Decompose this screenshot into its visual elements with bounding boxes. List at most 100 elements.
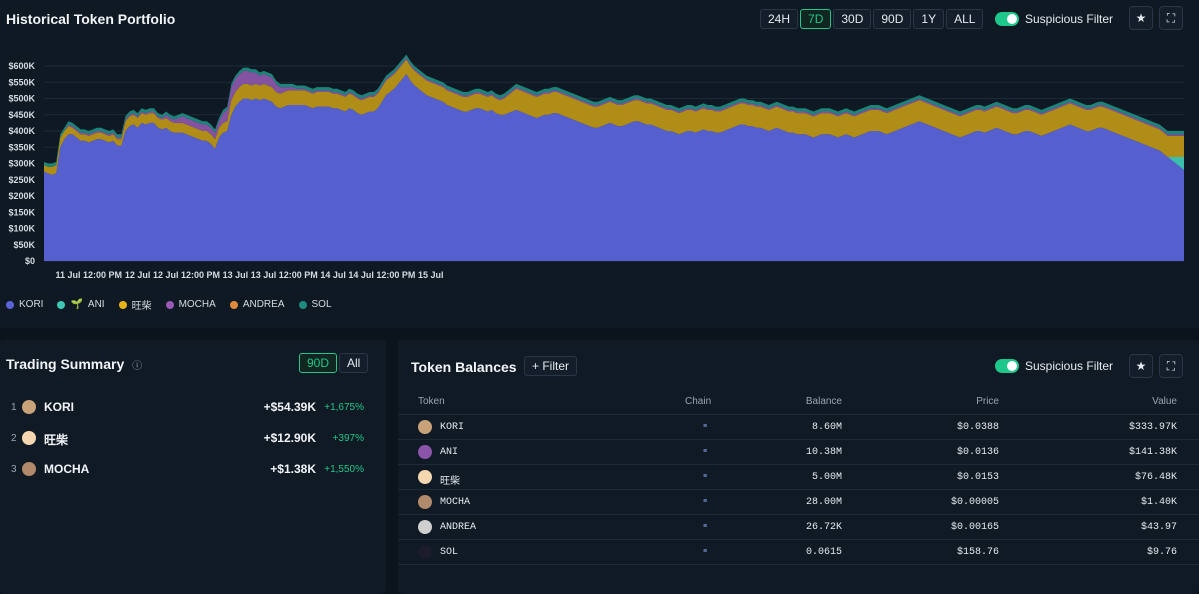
trading-summary-title-text: Trading Summary (6, 356, 125, 372)
range-90d-button[interactable]: 90D (873, 9, 912, 29)
token-name: SOL (440, 547, 459, 558)
solana-chain-icon: ≡ (703, 473, 708, 481)
range-all-button[interactable]: ALL (946, 9, 984, 29)
star-icon[interactable]: ★ (1129, 6, 1153, 30)
table-row[interactable]: ANDREA ≡ 26.72K $0.00165 $43.97 (398, 514, 1199, 539)
col-chain[interactable]: Chain (685, 396, 712, 407)
table-row[interactable]: MOCHA ≡ 28.00M $0.00005 $1.40K (398, 489, 1199, 514)
range-24h-button[interactable]: 24H (760, 9, 799, 29)
summary-rank: 1 (11, 402, 17, 413)
range-30d-button[interactable]: 30D (833, 9, 872, 29)
solana-chain-icon: ≡ (703, 523, 708, 531)
col-value[interactable]: Value (1152, 396, 1177, 407)
y-tick-label: $350K (8, 142, 35, 152)
suspicious-filter-toggle[interactable] (995, 12, 1019, 26)
legend-item-andrea[interactable]: ANDREA (229, 297, 285, 312)
summary-rank: 2 (11, 433, 17, 444)
summary-row[interactable]: 2 旺柴 +$12.90K +397% (0, 429, 386, 449)
fullscreen-icon[interactable]: ⛶ (1159, 6, 1183, 30)
y-tick-label: $250K (8, 175, 35, 185)
legend-dot-sol (298, 300, 307, 309)
y-tick-label: $450K (8, 110, 35, 120)
area-series-旺柴[interactable] (44, 59, 1184, 175)
balances-star-icon[interactable]: ★ (1129, 354, 1153, 378)
token-value: $1.40K (1140, 497, 1177, 508)
token-balance: 10.38M (805, 447, 842, 458)
table-row[interactable]: SOL ≡ 0.0615 $158.76 $9.76 (398, 539, 1199, 564)
balances-suspicious-filter-label: Suspicious Filter (1025, 359, 1114, 373)
summary-amount: +$12.90K (263, 431, 316, 445)
legend-dot-andrea (229, 300, 238, 309)
trading-summary-title: Trading Summary ⓘ (6, 356, 142, 372)
token-value: $333.97K (1128, 422, 1177, 433)
summary-amount: +$54.39K (263, 400, 316, 414)
solana-chain-icon: ≡ (703, 498, 708, 506)
token-name: ANI (440, 447, 459, 458)
legend-dot-wangchai (118, 300, 127, 309)
y-tick-label: $400K (8, 126, 35, 136)
y-tick-label: $0 (25, 256, 35, 266)
kori-token-icon (22, 400, 36, 414)
range-1y-button[interactable]: 1Y (913, 9, 945, 29)
x-tick-label: 12 Jul (125, 270, 151, 280)
col-price[interactable]: Price (976, 396, 999, 407)
summary-range-90d-button[interactable]: 90D (299, 353, 338, 373)
balances-suspicious-filter-toggle[interactable] (995, 359, 1019, 373)
legend-dot-mocha (165, 300, 174, 309)
token-name: 旺柴 (440, 477, 460, 488)
filter-button[interactable]: + Filter (524, 356, 578, 376)
token-balance: 5.00M (811, 472, 842, 483)
summary-row[interactable]: 3 MOCHA +$1.38K +1,550% (0, 460, 386, 480)
chart-legend: KORI 🌱 ANI 旺柴 MOCHA ANDREA SOL (6, 297, 332, 312)
x-tick-label: 12 Jul 12:00 PM (153, 270, 220, 280)
solana-chain-icon: ≡ (703, 448, 708, 456)
x-tick-label: 15 Jul (418, 270, 444, 280)
info-icon[interactable]: ⓘ (132, 361, 143, 372)
historical-portfolio-panel: Historical Token Portfolio 24H 7D 30D 90… (6, 6, 1184, 312)
balances-suspicious-filter[interactable]: Suspicious Filter (995, 359, 1113, 373)
mocha-token-icon (22, 462, 36, 476)
y-tick-label: $300K (8, 159, 35, 169)
token-name: ANDREA (440, 522, 477, 533)
token-icon (418, 545, 432, 559)
legend-item-mocha[interactable]: MOCHA (165, 297, 216, 312)
suspicious-filter[interactable]: Suspicious Filter (995, 12, 1113, 26)
y-tick-label: $500K (8, 94, 35, 104)
y-tick-label: $150K (8, 207, 35, 217)
range-7d-button[interactable]: 7D (800, 9, 832, 29)
token-balance: 0.0615 (805, 547, 842, 558)
token-balances-title: Token Balances (411, 359, 517, 375)
area-series-sol[interactable] (44, 54, 1184, 167)
col-balance[interactable]: Balance (805, 396, 842, 407)
legend-item-kori[interactable]: KORI (6, 297, 43, 312)
token-name: MOCHA (440, 497, 471, 508)
summary-rank: 3 (11, 464, 17, 475)
token-value: $43.97 (1140, 522, 1177, 533)
token-price: $158.76 (956, 547, 999, 558)
balances-table-header: Token Chain Balance Price Value (398, 394, 1199, 414)
token-value: $141.38K (1128, 447, 1177, 458)
legend-item-wangchai[interactable]: 旺柴 (118, 297, 152, 312)
trading-summary-panel: Trading Summary ⓘ 90D All 1 KORI +$54.39… (0, 340, 386, 594)
area-series-kori[interactable] (44, 74, 1184, 261)
x-tick-label: 14 Jul 12:00 PM (348, 270, 415, 280)
token-value: $9.76 (1146, 547, 1177, 558)
table-row[interactable]: ANI ≡ 10.38M $0.0136 $141.38K (398, 439, 1199, 464)
token-price: $0.0388 (956, 422, 999, 433)
summary-range-all-button[interactable]: All (339, 353, 369, 373)
token-price: $0.0153 (956, 472, 999, 483)
col-token[interactable]: Token (418, 396, 445, 407)
table-row[interactable]: 旺柴 ≡ 5.00M $0.0153 $76.48K (398, 464, 1199, 489)
table-row[interactable]: KORI ≡ 8.60M $0.0388 $333.97K (398, 414, 1199, 439)
legend-label-andrea: ANDREA (242, 299, 285, 310)
token-price: $0.0136 (956, 447, 999, 458)
summary-row[interactable]: 1 KORI +$54.39K +1,675% (0, 398, 386, 418)
range-selector: 24H 7D 30D 90D 1Y ALL (760, 9, 984, 29)
legend-item-sol[interactable]: SOL (298, 297, 332, 312)
token-balance: 28.00M (805, 497, 842, 508)
legend-item-ani[interactable]: 🌱 ANI (57, 297, 105, 312)
summary-amount: +$1.38K (270, 462, 316, 476)
balances-fullscreen-icon[interactable]: ⛶ (1159, 354, 1183, 378)
legend-label-wangchai: 旺柴 (131, 301, 152, 312)
y-tick-label: $100K (8, 224, 35, 234)
